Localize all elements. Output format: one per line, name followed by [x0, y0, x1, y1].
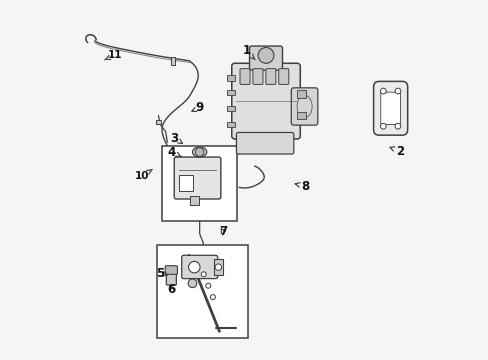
Text: 11: 11 — [104, 50, 122, 60]
Circle shape — [394, 88, 400, 94]
Circle shape — [215, 264, 221, 270]
FancyBboxPatch shape — [278, 69, 288, 85]
FancyBboxPatch shape — [291, 88, 317, 125]
Bar — [227, 122, 234, 127]
Bar — [297, 90, 306, 98]
Bar — [156, 244, 247, 338]
Bar — [170, 57, 175, 65]
Circle shape — [380, 123, 386, 129]
Text: 8: 8 — [295, 180, 309, 193]
Text: 1: 1 — [242, 44, 255, 60]
Circle shape — [188, 279, 196, 288]
Text: 4: 4 — [167, 146, 181, 159]
Circle shape — [258, 48, 273, 63]
Bar — [190, 196, 199, 205]
Circle shape — [394, 123, 400, 129]
Text: 7: 7 — [219, 225, 226, 238]
Circle shape — [210, 294, 215, 300]
Ellipse shape — [192, 147, 206, 157]
Circle shape — [188, 261, 200, 273]
FancyBboxPatch shape — [236, 132, 293, 154]
Bar — [178, 175, 192, 192]
Text: 2: 2 — [389, 145, 404, 158]
Bar — [297, 112, 306, 119]
FancyBboxPatch shape — [373, 81, 407, 135]
Text: 6: 6 — [167, 283, 175, 296]
Circle shape — [380, 88, 386, 94]
Circle shape — [195, 148, 203, 156]
FancyBboxPatch shape — [182, 255, 217, 279]
Bar — [227, 106, 234, 111]
Bar — [214, 259, 223, 275]
Text: 5: 5 — [155, 267, 167, 280]
FancyBboxPatch shape — [240, 69, 249, 85]
Bar — [155, 120, 161, 125]
FancyBboxPatch shape — [380, 92, 400, 125]
FancyBboxPatch shape — [265, 69, 275, 85]
FancyBboxPatch shape — [249, 46, 282, 70]
FancyBboxPatch shape — [174, 157, 221, 199]
FancyBboxPatch shape — [231, 63, 300, 139]
Circle shape — [205, 283, 210, 288]
Bar — [227, 75, 234, 81]
FancyBboxPatch shape — [166, 270, 176, 285]
Text: 3: 3 — [170, 132, 182, 145]
FancyBboxPatch shape — [165, 266, 177, 274]
Bar — [227, 90, 234, 95]
Bar — [162, 146, 237, 221]
Text: 10: 10 — [135, 170, 152, 181]
Text: 9: 9 — [191, 101, 203, 114]
FancyBboxPatch shape — [252, 69, 263, 85]
Circle shape — [201, 272, 206, 277]
